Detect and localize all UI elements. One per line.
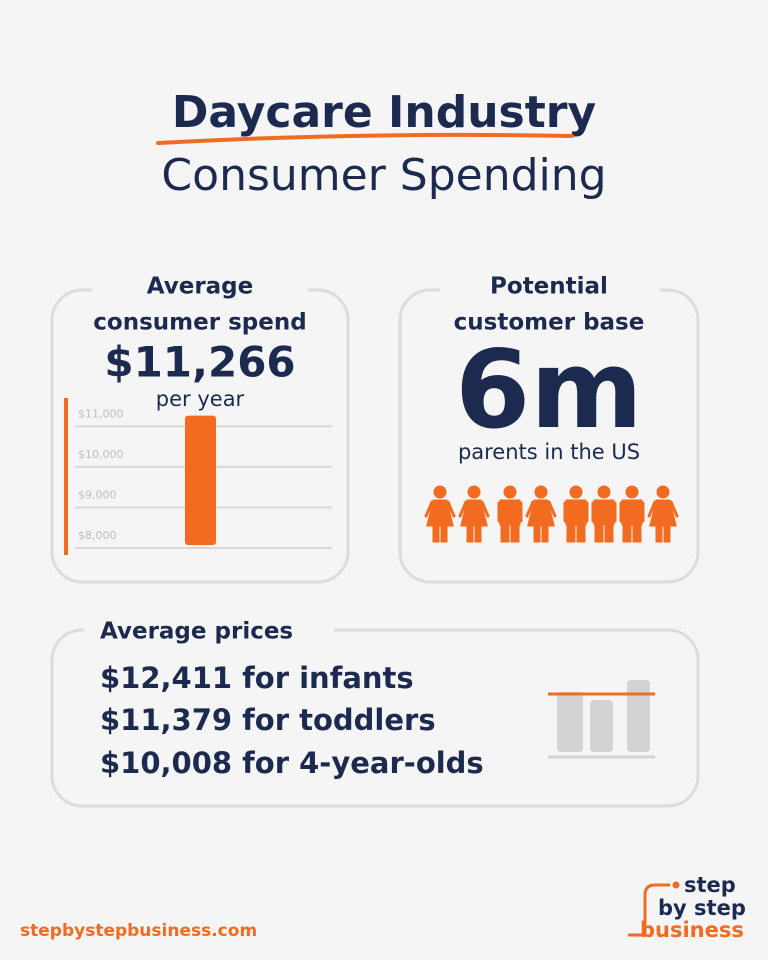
person-body xyxy=(647,499,679,543)
person-body xyxy=(591,499,617,543)
spend-chart: $8,000 $9,000 $10,000 $11,000 xyxy=(75,407,332,549)
base-amount: 6m xyxy=(455,328,643,453)
title: Daycare Industry xyxy=(172,87,596,138)
card-gap xyxy=(84,612,334,652)
logo: step by step business xyxy=(628,873,746,942)
y-tick-label: $9,000 xyxy=(78,488,117,501)
person-head xyxy=(534,485,548,499)
person-head xyxy=(569,485,583,499)
bars-icon xyxy=(548,680,655,759)
person-head xyxy=(467,485,481,499)
logo-text: business xyxy=(640,918,744,942)
logo-text: step xyxy=(684,873,736,897)
prices-heading: Average prices xyxy=(100,619,293,645)
base-unit: parents in the US xyxy=(458,440,640,464)
logo-text: by step xyxy=(658,896,746,920)
price-item: $10,008 for 4-year-olds xyxy=(100,746,484,780)
y-tick-label: $8,000 xyxy=(78,529,117,542)
logo-dot xyxy=(672,881,680,889)
base-heading: customer base xyxy=(454,310,645,336)
people-icons xyxy=(424,485,679,543)
person-body xyxy=(619,499,645,543)
person-body xyxy=(424,499,456,543)
bar xyxy=(185,415,216,545)
price-item: $12,411 for infants xyxy=(100,661,414,695)
person-body xyxy=(497,499,523,543)
spend-heading: consumer spend xyxy=(93,310,306,336)
y-tick-label: $11,000 xyxy=(78,407,124,420)
spend-amount: $11,266 xyxy=(104,338,295,387)
person-head xyxy=(625,485,639,499)
person-body xyxy=(563,499,589,543)
spend-unit: per year xyxy=(156,387,245,411)
person-body xyxy=(525,499,557,543)
logo-mark xyxy=(628,883,670,937)
person-body xyxy=(458,499,490,543)
person-head xyxy=(433,485,447,499)
subtitle: Consumer Spending xyxy=(161,150,606,201)
person-head xyxy=(597,485,611,499)
card-gap xyxy=(440,268,660,308)
prices-card xyxy=(50,628,700,808)
footer-url: stepbystepbusiness.com xyxy=(20,921,257,941)
icon-bar xyxy=(557,692,583,752)
icon-bar xyxy=(627,680,650,752)
price-item: $11,379 for toddlers xyxy=(100,703,436,737)
card-gap xyxy=(92,268,308,308)
y-tick-label: $10,000 xyxy=(78,448,124,461)
icon-bar xyxy=(590,700,613,752)
title-underline xyxy=(156,132,574,145)
base-heading: Potential xyxy=(490,274,608,300)
person-head xyxy=(656,485,670,499)
person-head xyxy=(503,485,517,499)
spend-heading: Average xyxy=(147,274,254,300)
